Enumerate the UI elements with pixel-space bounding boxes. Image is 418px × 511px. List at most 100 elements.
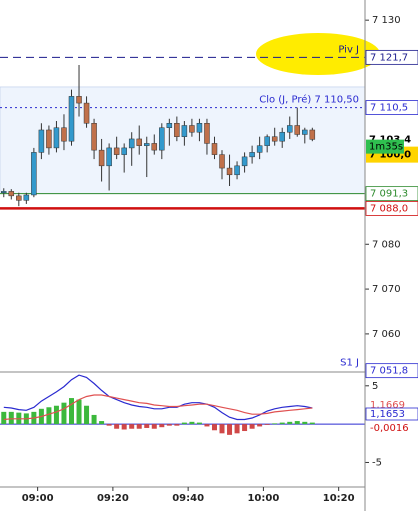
histogram-bar (302, 421, 308, 425)
x-tick-label: 10:20 (323, 493, 355, 504)
histogram-bar (196, 422, 202, 425)
histogram-bar (151, 424, 157, 429)
y-tick-label: 7 060 (372, 329, 401, 340)
candle-body (8, 191, 15, 197)
timer-label: 1m35s (369, 142, 403, 153)
candle-body (144, 143, 150, 146)
candle-body (204, 123, 210, 144)
candle-body (174, 123, 180, 137)
histogram-bar (46, 407, 52, 425)
value-tag (366, 422, 418, 434)
candle-body (151, 143, 158, 151)
level-label: 7 088,0 (370, 203, 408, 214)
histogram-bar (8, 411, 14, 425)
candle-body (38, 129, 45, 153)
candle-body (1, 191, 7, 193)
histogram-bar (227, 424, 233, 435)
candle-body (286, 125, 293, 133)
candle-body (23, 194, 30, 201)
value-tag-label: 1,1669 (370, 400, 405, 411)
y-tick-label: 5 (372, 381, 378, 392)
candle-body (241, 156, 248, 167)
x-tick-label: 09:40 (172, 493, 204, 504)
current-price-label: 7 100,0 (369, 150, 411, 161)
level-label: 7 091,3 (370, 189, 408, 200)
candle-body (309, 129, 316, 140)
candle-body (76, 96, 82, 104)
candle-body (279, 131, 285, 142)
histogram-bar (189, 421, 195, 425)
level-tag (365, 186, 418, 202)
candle-body (189, 125, 195, 133)
histogram-bar (294, 421, 300, 425)
value-tag (365, 407, 418, 421)
candle-body (121, 147, 127, 155)
candle-body (166, 123, 173, 128)
level-name: Piv J (338, 44, 359, 55)
candle-body (68, 96, 75, 142)
indicator-line (3, 394, 313, 421)
histogram-bar (309, 422, 315, 425)
histogram-bar (242, 424, 248, 432)
candle-body (256, 145, 263, 153)
x-tick-label: 09:20 (97, 493, 129, 504)
level-tag (365, 100, 418, 115)
x-tick-label: 10:00 (247, 493, 279, 504)
level-label: 7 051,8 (370, 366, 408, 377)
candle-body (98, 149, 105, 167)
candle-body (31, 152, 37, 196)
level-tag (365, 49, 418, 65)
level-name: Clo (J, Pré) 7 110,50 (259, 94, 359, 106)
highlight (256, 33, 380, 75)
candle-body (226, 167, 233, 176)
histogram-bar (257, 424, 263, 427)
histogram-bar (91, 414, 97, 425)
candle-body (136, 138, 142, 146)
candle-body (46, 129, 52, 149)
candle-body (113, 147, 120, 155)
histogram-bar (53, 405, 59, 425)
histogram-bar (211, 424, 217, 431)
level-label: 7 121,7 (370, 52, 408, 63)
histogram-bar (144, 424, 150, 428)
histogram-bar (204, 424, 210, 427)
candle-body (106, 147, 112, 167)
level-tag (365, 201, 418, 216)
candle-body (53, 127, 60, 149)
candle-body (181, 125, 188, 137)
candle-body (264, 136, 270, 146)
histogram-bar (114, 424, 120, 429)
histogram-bar (76, 399, 82, 425)
value-tag-label: 1,1653 (370, 409, 405, 420)
candle-body (16, 195, 22, 201)
histogram-bar (234, 424, 240, 434)
candle-body (196, 123, 203, 133)
candle-body (83, 102, 90, 124)
histogram-bar (264, 424, 270, 425)
candle-body (249, 152, 255, 158)
candle-body (234, 165, 240, 176)
histogram-bar (68, 398, 74, 425)
y-tick-label: 7 130 (372, 15, 401, 26)
histogram-bar (249, 424, 255, 429)
y-tick-label: 7 070 (372, 284, 401, 295)
histogram-bar (174, 424, 180, 426)
candle-body (219, 154, 225, 169)
timer-tag (366, 139, 404, 154)
histogram-bar (136, 424, 142, 429)
histogram-bar (181, 422, 187, 425)
histogram-bar (1, 411, 7, 425)
candle-body (302, 129, 308, 135)
candle-body (91, 123, 97, 151)
x-tick-label: 09:00 (22, 493, 54, 504)
histogram-bar (99, 421, 105, 425)
histogram-bar (159, 424, 165, 428)
histogram-bar (166, 424, 172, 426)
histogram-bar (106, 424, 112, 426)
candle-body (128, 138, 135, 149)
histogram-bar (279, 422, 285, 425)
candle-body (271, 136, 278, 142)
